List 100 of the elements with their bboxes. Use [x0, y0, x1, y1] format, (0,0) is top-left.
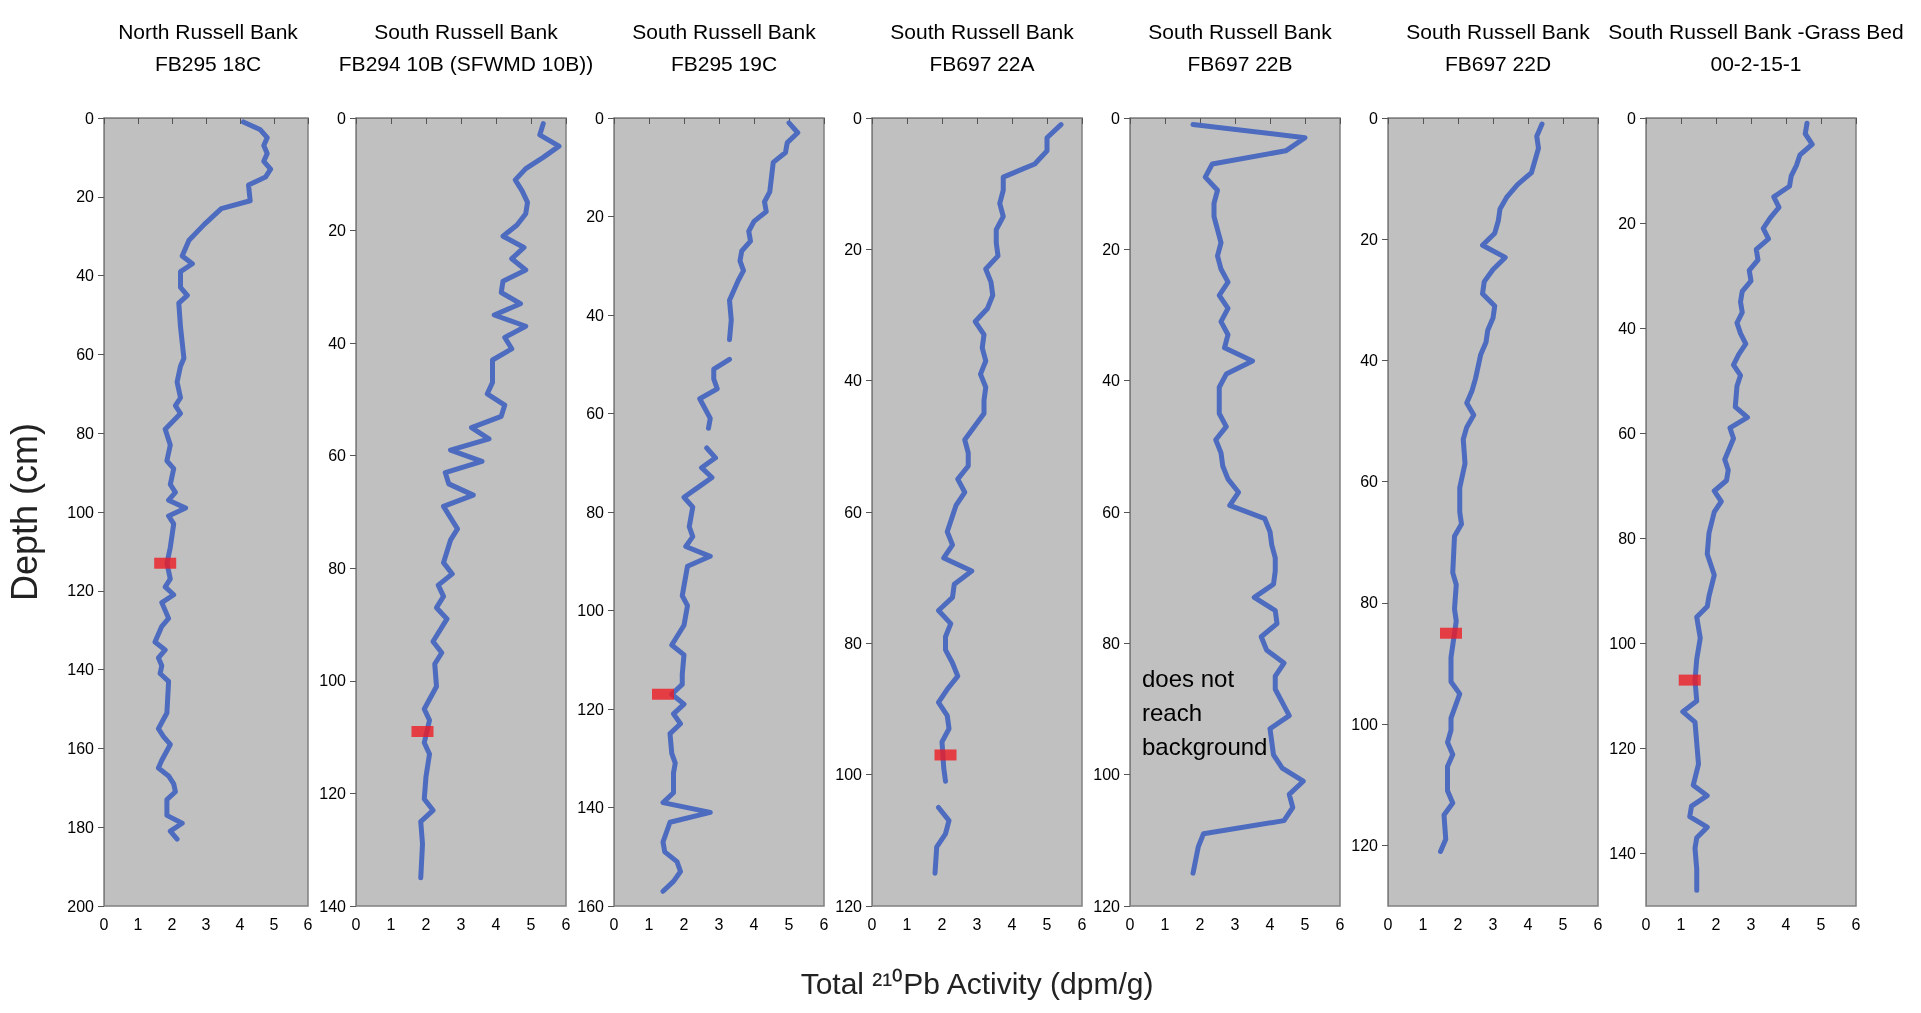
chart-title: South Russell Bank FB697 22D [1406, 19, 1591, 75]
x-tick-label: 2 [1711, 915, 1721, 933]
x-tick-label: 6 [1851, 915, 1861, 933]
y-tick-label: 0 [337, 109, 347, 127]
y-tick-label: 160 [577, 897, 605, 915]
chart-title: South Russell Bank FB697 22A [890, 19, 1075, 75]
x-tick-label: 2 [1453, 915, 1463, 933]
x-tick-label: 4 [1007, 915, 1017, 933]
y-axis-title: Depth (cm) [3, 422, 45, 602]
y-tick-label: 0 [1111, 109, 1121, 127]
y-tick-label: 100 [1609, 634, 1637, 652]
x-tick-label: 5 [1558, 915, 1568, 933]
chart-title: South Russell Bank FB697 22B [1148, 19, 1333, 75]
x-tick-label: 6 [819, 915, 829, 933]
y-tick-label: 120 [319, 784, 347, 802]
y-tick-label: 0 [1627, 109, 1637, 127]
x-tick-label: 4 [1781, 915, 1791, 933]
x-tick-label: 5 [1042, 915, 1052, 933]
chart-title: South Russell Bank FB294 10B (SFWMD 10B)) [338, 19, 594, 75]
x-tick-label: 2 [1195, 915, 1205, 933]
y-tick-label: 20 [1618, 214, 1637, 232]
x-tick-label: 6 [1077, 915, 1087, 933]
x-tick-label: 2 [937, 915, 947, 933]
x-tick-label: 1 [133, 915, 143, 933]
x-tick-label: 5 [1816, 915, 1826, 933]
y-tick-label: 0 [595, 109, 605, 127]
x-tick-label: 2 [167, 915, 177, 933]
x-tick-label: 3 [1230, 915, 1240, 933]
y-tick-label: 140 [67, 661, 95, 679]
x-tick-label: 0 [867, 915, 877, 933]
y-tick-label: 120 [1609, 739, 1637, 757]
x-tick-label: 6 [1593, 915, 1603, 933]
y-tick-label: 100 [835, 766, 863, 784]
x-tick-label: 0 [1641, 915, 1651, 933]
x-tick-label: 5 [1300, 915, 1310, 933]
x-tick-label: 6 [1335, 915, 1345, 933]
y-tick-label: 60 [1618, 424, 1637, 442]
y-tick-label: 80 [586, 503, 605, 521]
y-tick-label: 0 [1369, 109, 1379, 127]
y-tick-label: 120 [577, 700, 605, 718]
y-tick-label: 120 [1093, 897, 1121, 915]
y-tick-label: 80 [328, 559, 347, 577]
y-tick-label: 100 [1093, 766, 1121, 784]
y-tick-label: 40 [1102, 372, 1121, 390]
y-tick-label: 20 [76, 188, 95, 206]
x-tick-label: 3 [201, 915, 211, 933]
y-tick-label: 60 [1102, 503, 1121, 521]
x-tick-label: 1 [1676, 915, 1686, 933]
x-tick-label: 0 [609, 915, 619, 933]
y-tick-label: 80 [76, 424, 95, 442]
y-tick-label: 100 [1351, 715, 1379, 733]
x-tick-label: 3 [456, 915, 466, 933]
y-tick-label: 80 [844, 634, 863, 652]
y-tick-label: 60 [586, 405, 605, 422]
x-tick-label: 6 [303, 915, 313, 933]
y-tick-label: 20 [328, 222, 347, 240]
y-tick-label: 0 [85, 109, 95, 127]
x-tick-label: 3 [1488, 915, 1498, 933]
y-tick-label: 40 [328, 334, 347, 352]
y-tick-label: 100 [319, 672, 347, 690]
x-tick-label: 0 [99, 915, 109, 933]
y-tick-label: 120 [835, 897, 863, 915]
x-tick-label: 5 [269, 915, 279, 933]
y-tick-label: 80 [1618, 529, 1637, 547]
y-tick-label: 20 [586, 208, 605, 225]
x-tick-label: 1 [1418, 915, 1428, 933]
chart-title: South Russell Bank -Grass Bed 00-2-15-1 [1608, 19, 1904, 75]
x-tick-label: 4 [1523, 915, 1533, 933]
y-tick-label: 40 [586, 306, 605, 324]
y-tick-label: 20 [1102, 240, 1121, 258]
x-tick-label: 3 [1746, 915, 1756, 933]
x-tick-label: 1 [644, 915, 654, 933]
x-tick-label: 1 [1160, 915, 1170, 933]
x-tick-label: 2 [421, 915, 431, 933]
x-tick-label: 1 [386, 915, 396, 933]
y-tick-label: 180 [67, 818, 95, 836]
x-tick-label: 5 [784, 915, 794, 933]
y-tick-label: 20 [844, 240, 863, 258]
x-tick-label: 4 [749, 915, 759, 933]
chart-title: South Russell Bank FB295 19C [632, 19, 817, 75]
y-tick-label: 140 [319, 897, 347, 915]
x-tick-label: 1 [902, 915, 912, 933]
y-tick-label: 80 [1360, 594, 1379, 612]
y-tick-label: 60 [328, 447, 347, 465]
x-tick-label: 4 [235, 915, 245, 933]
y-tick-label: 100 [67, 503, 95, 521]
x-tick-label: 4 [491, 915, 501, 933]
x-tick-label: 5 [526, 915, 536, 933]
y-tick-label: 20 [1360, 230, 1379, 248]
x-axis-title: Total ²¹⁰Pb Activity (dpm/g) [800, 966, 1154, 1000]
y-tick-label: 60 [1360, 473, 1379, 491]
y-tick-label: 200 [67, 897, 95, 915]
x-tick-label: 0 [1125, 915, 1135, 933]
annotation: does not reach background [1142, 665, 1268, 761]
x-tick-label: 2 [679, 915, 689, 933]
y-tick-label: 40 [844, 372, 863, 390]
y-tick-label: 40 [76, 267, 95, 285]
y-tick-label: 140 [577, 799, 605, 816]
y-tick-label: 140 [1609, 844, 1637, 862]
y-tick-label: 120 [1351, 836, 1379, 854]
